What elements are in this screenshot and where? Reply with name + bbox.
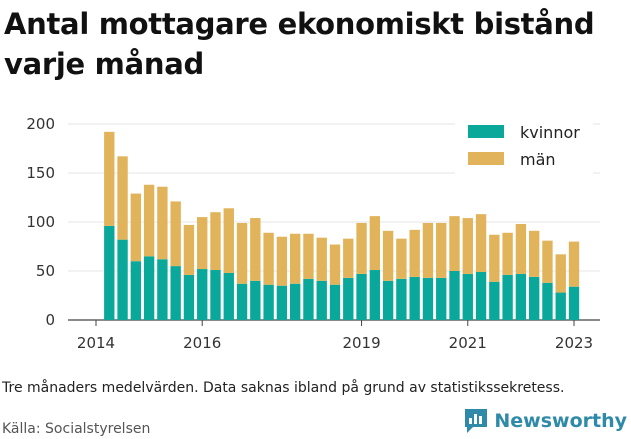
x-tick-label: 2014 xyxy=(77,334,115,352)
x-axis: 2014 2016 2019 2021 2023 xyxy=(77,320,593,352)
chart-title: Antal mottagare ekonomiskt bistånd varje… xyxy=(4,7,595,81)
bar-kvinnor xyxy=(462,273,473,320)
bar-kvinnor xyxy=(183,274,195,320)
bar-kvinnor xyxy=(170,266,181,320)
bar-man xyxy=(515,223,527,274)
bar-man xyxy=(382,230,394,281)
x-tick-label: 2016 xyxy=(183,334,221,352)
legend: kvinnor män xyxy=(455,118,593,178)
bar-kvinnor xyxy=(475,271,487,320)
bar-man xyxy=(502,232,513,275)
bar-man xyxy=(396,238,407,279)
y-axis: 0 50 100 150 200 xyxy=(26,115,55,329)
bar-man xyxy=(236,222,248,284)
newsworthy-logo: Newsworthy xyxy=(463,407,627,435)
x-tick-label: 2023 xyxy=(555,334,593,352)
bar-man xyxy=(276,236,288,286)
bar-kvinnor xyxy=(329,284,341,320)
legend-swatch-kvinnor xyxy=(468,125,504,138)
bar-man xyxy=(263,232,274,285)
bar-kvinnor xyxy=(449,271,460,320)
bar-kvinnor xyxy=(263,284,274,320)
bar-kvinnor xyxy=(250,280,261,320)
bar-man xyxy=(250,218,261,281)
legend-label-man: män xyxy=(520,150,556,169)
bar-man xyxy=(369,216,381,271)
bar-man xyxy=(475,214,487,272)
bar-man xyxy=(303,233,314,279)
bars xyxy=(104,131,580,320)
bar-kvinnor xyxy=(396,278,407,320)
bar-kvinnor xyxy=(316,280,327,320)
bar-kvinnor xyxy=(555,292,566,320)
bar-kvinnor xyxy=(276,285,288,320)
bar-kvinnor xyxy=(489,281,500,320)
bar-man xyxy=(542,240,553,283)
bar-kvinnor xyxy=(369,270,381,320)
bar-kvinnor xyxy=(210,270,221,320)
bar-kvinnor xyxy=(422,277,434,320)
bar-man xyxy=(117,156,128,240)
bar-kvinnor xyxy=(436,277,447,320)
bar-kvinnor xyxy=(409,276,420,320)
source-text: Källa: Socialstyrelsen xyxy=(2,421,151,437)
bar-kvinnor xyxy=(197,269,208,320)
bar-man xyxy=(555,254,566,293)
bar-man xyxy=(568,241,580,287)
bar-kvinnor xyxy=(303,278,314,320)
bar-man xyxy=(143,184,155,257)
bar-man xyxy=(197,217,208,270)
bar-man xyxy=(316,237,327,281)
newsworthy-icon xyxy=(465,409,488,433)
bar-man xyxy=(210,212,221,271)
bar-man xyxy=(449,216,460,271)
bar-man xyxy=(343,238,354,278)
brand-name: Newsworthy xyxy=(494,410,627,432)
x-tick-label: 2021 xyxy=(449,334,487,352)
bar-kvinnor xyxy=(236,283,248,320)
bar-man xyxy=(329,244,341,285)
bar-man xyxy=(183,224,195,275)
y-tick-label: 200 xyxy=(26,115,55,133)
bar-kvinnor xyxy=(568,286,580,320)
bar-kvinnor xyxy=(157,259,168,320)
bar-kvinnor xyxy=(382,280,394,320)
bar-man xyxy=(223,208,234,273)
bar-man xyxy=(409,229,420,277)
bar-kvinnor xyxy=(356,273,367,320)
bar-kvinnor xyxy=(289,283,301,320)
bar-kvinnor xyxy=(528,276,540,320)
legend-label-kvinnor: kvinnor xyxy=(520,123,580,142)
bar-man xyxy=(157,186,168,260)
bar-man xyxy=(104,131,115,226)
bar-man xyxy=(489,234,500,282)
bar-man xyxy=(130,193,142,262)
y-tick-label: 150 xyxy=(26,164,55,182)
chart-area: 2014 2016 2019 2021 2023 0 50 100 150 200 kvinno… xyxy=(26,115,600,352)
bar-man xyxy=(356,222,367,274)
bar-man xyxy=(289,233,301,284)
bar-kvinnor xyxy=(515,273,527,320)
bar-man xyxy=(462,218,473,274)
bar-man xyxy=(436,222,447,278)
bar-kvinnor xyxy=(502,274,513,320)
y-tick-label: 50 xyxy=(36,262,55,280)
footnote: Tre månaders medelvärden. Data saknas ib… xyxy=(2,380,565,396)
bar-kvinnor xyxy=(130,261,142,320)
legend-swatch-man xyxy=(468,152,504,165)
y-tick-label: 0 xyxy=(45,311,55,329)
bar-kvinnor xyxy=(143,256,155,320)
bar-kvinnor xyxy=(223,272,234,320)
bar-kvinnor xyxy=(104,225,115,320)
bar-man xyxy=(528,230,540,277)
x-tick-label: 2019 xyxy=(342,334,380,352)
bar-man xyxy=(422,222,434,278)
bar-kvinnor xyxy=(343,277,354,320)
y-tick-label: 100 xyxy=(26,213,55,231)
bar-man xyxy=(170,201,181,267)
bar-kvinnor xyxy=(542,282,553,320)
bar-kvinnor xyxy=(117,239,128,320)
